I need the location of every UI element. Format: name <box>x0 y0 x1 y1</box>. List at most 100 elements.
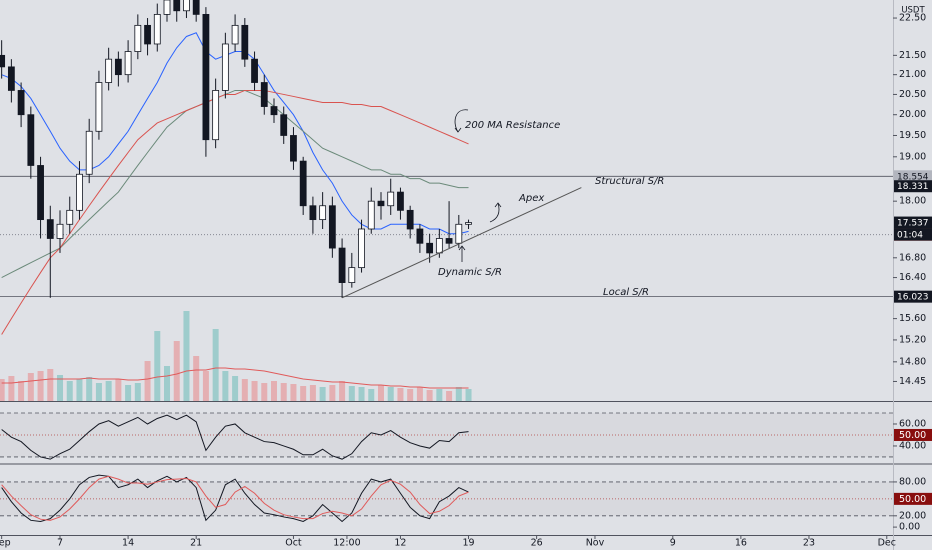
candle-body <box>105 58 113 83</box>
volume-bar <box>436 389 443 401</box>
candle-body <box>114 58 122 76</box>
y-tick-label: 0.00 <box>899 522 920 533</box>
candle-body <box>377 200 385 207</box>
candle-body <box>231 24 239 45</box>
stoch-pane <box>0 474 893 523</box>
volume-bar <box>115 379 122 401</box>
countdown: 01:04 <box>897 231 923 241</box>
volume-bar <box>212 329 219 401</box>
price-label-box <box>894 170 932 183</box>
volume-bar <box>241 379 248 401</box>
volume-ma-line <box>1 367 469 389</box>
indicator-line <box>1 474 469 523</box>
candle-body <box>328 205 336 249</box>
x-tick-label: 9 <box>670 538 676 549</box>
price-label: 18.554 <box>897 172 929 182</box>
x-tick-label: 23 <box>803 538 815 549</box>
volume-bar <box>348 386 355 401</box>
y-tick-label: 21.50 <box>899 50 926 61</box>
candle-body <box>358 228 365 269</box>
candle-body <box>465 222 472 225</box>
trendline <box>341 187 582 299</box>
volume-bar <box>105 381 112 401</box>
volume-bar <box>86 377 93 401</box>
x-tick-label: 16 <box>735 538 747 549</box>
volume-bar <box>66 381 73 401</box>
x-tick-label: 12 <box>394 538 406 549</box>
volume-bar <box>261 383 268 401</box>
y-tick-label: 20.00 <box>899 510 926 521</box>
volume-bar <box>387 387 394 401</box>
x-tick-label: 14 <box>122 538 134 549</box>
candle-body <box>134 24 142 52</box>
candle-body <box>445 238 453 244</box>
candle-body <box>192 0 200 15</box>
y-tick-label: 60.00 <box>899 418 926 429</box>
candle-body <box>280 114 288 136</box>
candle-body <box>46 219 54 239</box>
candle-body <box>173 0 181 12</box>
volume-bar <box>222 371 229 401</box>
axes: USDT 22.50 21.50 21.00 20.50 20.00 19.50 19.00… <box>0 6 932 549</box>
price-label-box <box>894 290 932 303</box>
candle-body <box>27 114 35 166</box>
currency-label: USDT <box>901 6 925 16</box>
volume-bar <box>37 371 44 401</box>
volume-bar <box>125 385 132 401</box>
candle-body <box>66 209 74 225</box>
volume-bar <box>446 391 453 401</box>
volume-bar <box>397 388 404 401</box>
rsi-pane <box>0 412 893 460</box>
candle-body <box>251 58 258 83</box>
x-tick-label: 26 <box>531 538 543 549</box>
x-tick-label: Oct <box>285 538 302 549</box>
price-label-box <box>894 180 932 193</box>
y-tick-label: 21.00 <box>899 69 926 80</box>
y-tick-label: 18.00 <box>899 196 926 207</box>
x-tick-label: 19 <box>462 538 474 549</box>
x-tick-label: Nov <box>586 538 605 549</box>
candle-body <box>144 24 151 45</box>
volume-bar <box>377 385 384 401</box>
candle-body <box>455 223 463 244</box>
indicator-line <box>1 475 469 521</box>
y-tick-label: 16.80 <box>899 252 926 263</box>
candle-body <box>241 24 249 60</box>
candle-body <box>387 191 395 207</box>
drawings: 200 MA Resistance Structural S/R Apex Dynam… <box>438 109 664 298</box>
y-tick-label: 20.50 <box>899 89 926 100</box>
countdown-box <box>894 228 932 241</box>
y-tick-label: 19.00 <box>899 151 926 162</box>
candle-body <box>7 66 15 91</box>
tick-label-box <box>894 428 932 441</box>
y-tick-label: 20.00 <box>899 109 926 120</box>
volume-bar <box>270 381 277 401</box>
annotation: Local S/R <box>603 287 649 298</box>
volume-bar <box>0 379 5 401</box>
volume-bar <box>27 373 34 401</box>
candle-body <box>153 13 161 45</box>
y-tick-label: 15.60 <box>899 313 926 324</box>
volume-bar <box>183 311 190 401</box>
arrow-head <box>494 202 502 208</box>
candle-body <box>299 160 307 207</box>
y-tick-label: 14.45 <box>899 376 926 387</box>
volume-bar <box>154 331 161 401</box>
candle-body <box>338 247 346 283</box>
y-tick-label: 22.50 <box>899 13 926 24</box>
volume-bar <box>407 389 414 401</box>
volume-bar <box>339 381 346 401</box>
candle-body <box>124 51 132 76</box>
candle-body <box>37 165 44 221</box>
y-tick-label: 40.00 <box>899 440 926 451</box>
x-tick-label: 21 <box>190 538 202 549</box>
candle-body <box>56 223 64 239</box>
arrow-head <box>458 245 466 251</box>
volume-bar <box>47 369 54 401</box>
candle-body <box>183 0 190 12</box>
candle-body <box>0 54 6 68</box>
y-tick-label: 50.00 <box>899 430 926 441</box>
candle-body <box>319 205 327 221</box>
